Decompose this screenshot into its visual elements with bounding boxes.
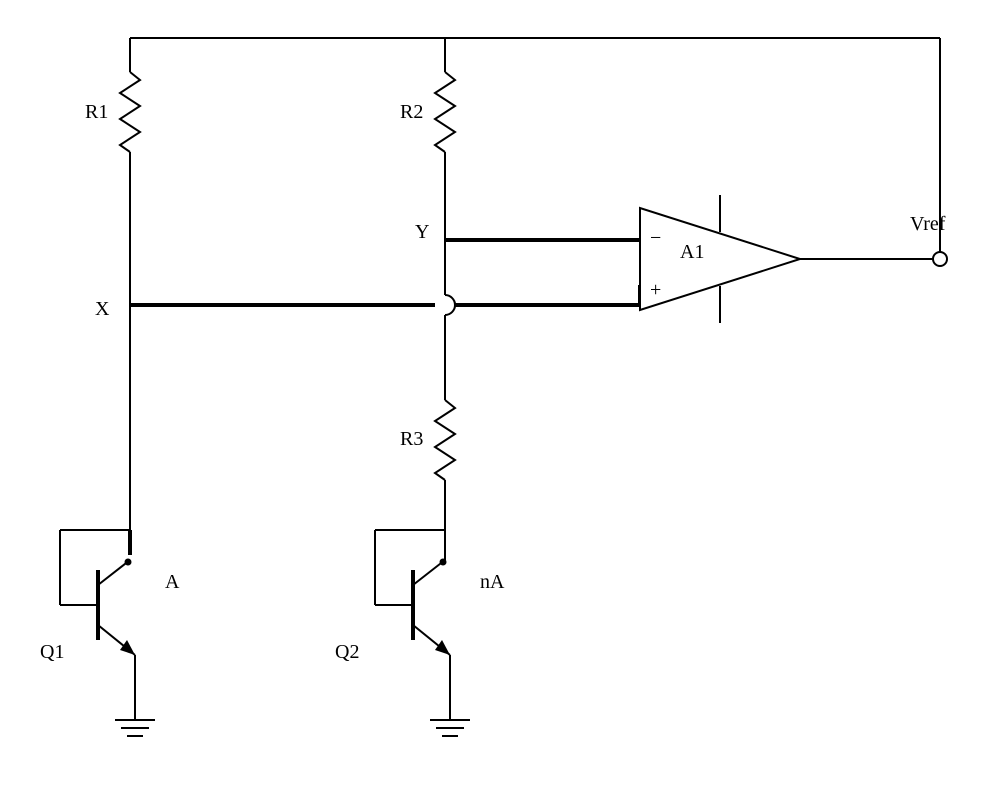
label-q2: Q2: [335, 641, 359, 663]
label-r1: R1: [85, 101, 108, 123]
label-r2: R2: [400, 101, 423, 123]
label-r3: R3: [400, 428, 423, 450]
label-y: Y: [415, 221, 429, 243]
transistor-q1: [60, 530, 135, 720]
resistor-r3: [435, 400, 455, 480]
label-q1: Q1: [40, 641, 64, 663]
ground-q2: [430, 720, 470, 736]
resistor-r2: [435, 72, 455, 152]
left-branch: [120, 38, 140, 555]
label-minus: −: [650, 227, 661, 249]
label-a: A: [165, 571, 180, 593]
vref-terminal: [933, 252, 947, 266]
resistor-r1: [120, 72, 140, 152]
label-a1: A1: [680, 241, 704, 263]
ground-q1: [115, 720, 155, 736]
label-vref: Vref: [910, 213, 946, 235]
transistor-q2: [375, 530, 450, 720]
top-rail: [130, 38, 940, 259]
label-x: X: [95, 298, 110, 320]
circuit-diagram: R1 R2 R3 X Y A1 − + Vref A nA Q1 Q2: [0, 0, 1000, 799]
label-na: nA: [480, 571, 505, 593]
label-plus: +: [650, 279, 661, 301]
